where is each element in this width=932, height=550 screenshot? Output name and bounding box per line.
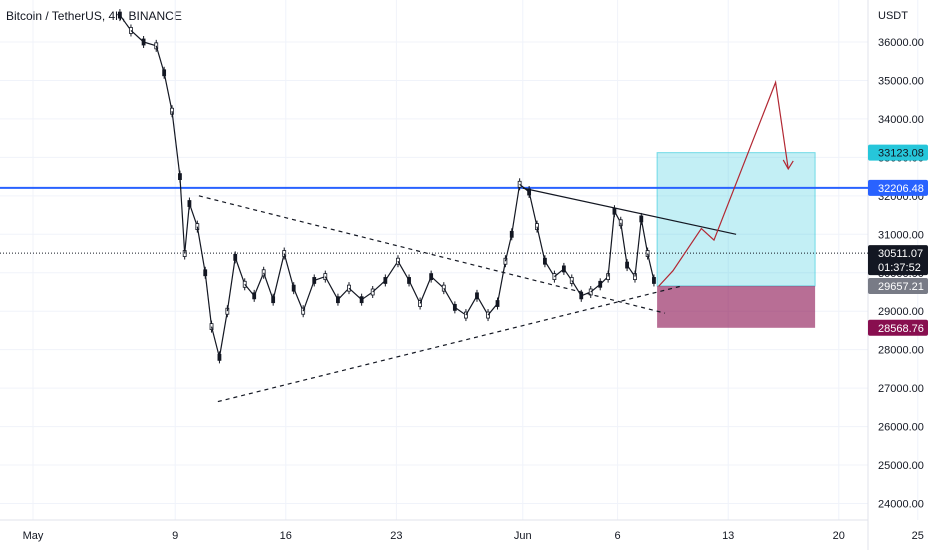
price-tag bbox=[868, 179, 928, 196]
price-segment bbox=[419, 276, 432, 304]
y-tick-label: 24000.00 bbox=[878, 499, 924, 511]
trend-line-1[interactable] bbox=[198, 195, 666, 314]
price-tag bbox=[868, 319, 928, 336]
price-segment bbox=[528, 191, 538, 227]
x-tick-label: 23 bbox=[390, 530, 402, 542]
price-tag-label: 33123.08 bbox=[878, 148, 924, 160]
x-tick-label: 9 bbox=[172, 530, 178, 542]
price-segment bbox=[384, 260, 399, 281]
x-tick-label: Jun bbox=[514, 530, 532, 542]
price-segment bbox=[272, 253, 285, 300]
price-segment bbox=[283, 253, 295, 289]
price-segment bbox=[130, 30, 145, 43]
price-segment bbox=[324, 276, 339, 300]
price-segment bbox=[188, 203, 198, 227]
price-segment bbox=[348, 287, 363, 301]
x-tick-label: May bbox=[23, 530, 44, 542]
price-tag bbox=[868, 277, 928, 294]
price-segment bbox=[293, 287, 304, 312]
price-tag-label: 29657.21 bbox=[878, 281, 924, 293]
currency-label: USDT bbox=[878, 10, 908, 22]
price-segment bbox=[620, 222, 628, 266]
price-segment bbox=[184, 203, 191, 254]
price-segment bbox=[263, 272, 274, 300]
y-tick-label: 31000.00 bbox=[878, 229, 924, 241]
price-segment bbox=[408, 280, 421, 304]
y-tick-label: 26000.00 bbox=[878, 422, 924, 434]
price-tag bbox=[868, 245, 928, 276]
price-segment bbox=[234, 257, 246, 285]
price-segment bbox=[163, 72, 173, 112]
countdown-label: 01:37:52 bbox=[878, 262, 921, 274]
price-segment bbox=[430, 276, 445, 289]
price-segment bbox=[647, 253, 655, 281]
price-segment bbox=[204, 272, 213, 327]
x-tick-label: 6 bbox=[615, 530, 621, 542]
y-tick-label: 35000.00 bbox=[878, 75, 924, 87]
price-segment bbox=[496, 261, 507, 304]
y-tick-label: 28000.00 bbox=[878, 345, 924, 357]
candle-body bbox=[129, 27, 133, 34]
y-tick-label: 27000.00 bbox=[878, 383, 924, 395]
candle-body bbox=[652, 277, 656, 284]
y-tick-label: 25000.00 bbox=[878, 460, 924, 472]
trend-line-3[interactable] bbox=[522, 187, 737, 235]
price-tag-label: 32206.48 bbox=[878, 183, 924, 195]
price-segment bbox=[607, 211, 616, 277]
price-segment bbox=[372, 280, 386, 293]
price-segment bbox=[634, 218, 642, 277]
stop-zone[interactable] bbox=[657, 285, 816, 328]
target-zone[interactable] bbox=[656, 152, 816, 287]
y-tick-label: 34000.00 bbox=[878, 114, 924, 126]
price-segment bbox=[171, 111, 181, 177]
price-segment bbox=[143, 41, 157, 47]
price-tag-label: 28568.76 bbox=[878, 323, 924, 335]
projection-path[interactable] bbox=[658, 80, 789, 287]
x-tick-label: 25 bbox=[912, 530, 924, 542]
price-segment bbox=[536, 226, 546, 262]
price-tag-label: 30511.07 bbox=[878, 248, 923, 260]
price-segment bbox=[226, 257, 236, 312]
x-tick-label: 16 bbox=[280, 530, 292, 542]
price-segment bbox=[210, 326, 221, 358]
price-segment bbox=[155, 45, 165, 73]
price-segment bbox=[196, 226, 206, 273]
price-segment bbox=[302, 280, 315, 312]
price-segment bbox=[253, 272, 265, 297]
x-tick-label: 20 bbox=[833, 530, 845, 542]
y-tick-label: 29000.00 bbox=[878, 306, 924, 318]
projection-arrow-icon bbox=[782, 159, 794, 171]
y-tick-label: 36000.00 bbox=[878, 37, 924, 49]
price-tag bbox=[868, 144, 928, 161]
price-segment bbox=[179, 176, 186, 254]
price-segment bbox=[218, 311, 228, 358]
price-segment bbox=[640, 218, 649, 254]
price-segment bbox=[511, 184, 521, 235]
price-segment bbox=[504, 234, 513, 262]
chart-title: Bitcoin / TetherUS, 4h, BINANCE bbox=[6, 9, 182, 23]
trend-line-2[interactable] bbox=[217, 285, 681, 403]
x-tick-label: 13 bbox=[722, 530, 734, 542]
